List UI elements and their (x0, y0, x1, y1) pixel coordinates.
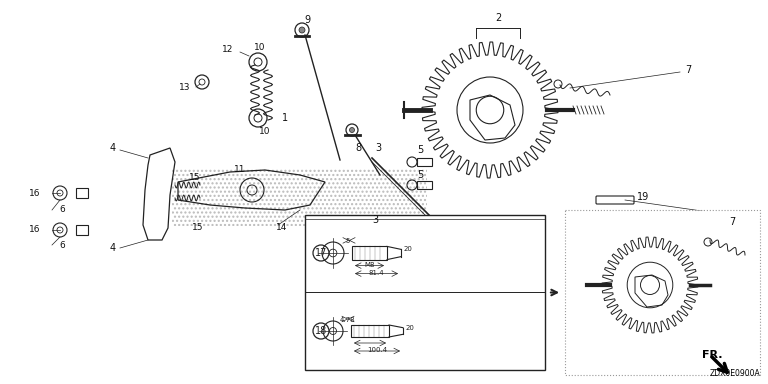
Text: 13: 13 (179, 83, 190, 93)
Text: 2: 2 (495, 13, 502, 23)
Text: 11: 11 (234, 166, 246, 174)
Text: 14: 14 (276, 223, 288, 232)
Text: ZDX0E0900A: ZDX0E0900A (710, 369, 760, 378)
Text: 3: 3 (375, 143, 381, 153)
Text: 1: 1 (282, 113, 288, 123)
Text: 5: 5 (417, 145, 423, 155)
Text: FR.: FR. (702, 350, 723, 360)
Text: 15: 15 (192, 223, 204, 232)
Text: 8: 8 (355, 143, 361, 153)
Circle shape (349, 127, 355, 132)
Bar (417, 181, 432, 189)
Text: 17: 17 (315, 248, 327, 258)
Text: 19: 19 (637, 192, 649, 202)
Text: 81.4: 81.4 (369, 270, 384, 276)
Text: 6: 6 (59, 240, 65, 250)
Text: 4: 4 (110, 243, 116, 253)
Text: 6: 6 (59, 205, 65, 215)
Text: 3: 3 (372, 215, 378, 225)
Bar (305, 215, 545, 370)
Bar (565, 210, 760, 375)
Bar (417, 158, 432, 166)
Text: 16: 16 (29, 225, 41, 235)
Text: 4.78: 4.78 (339, 317, 355, 323)
Text: 5: 5 (346, 238, 350, 244)
Text: 7: 7 (729, 217, 735, 227)
Text: 15: 15 (189, 174, 200, 182)
Text: 16: 16 (29, 189, 41, 197)
Text: 4: 4 (110, 143, 116, 153)
Text: 10: 10 (254, 43, 266, 53)
Bar (76, 225, 88, 235)
Text: M8: M8 (364, 262, 375, 268)
Text: 10: 10 (260, 127, 271, 136)
Circle shape (299, 27, 305, 33)
Text: 5: 5 (417, 170, 423, 180)
Text: 12: 12 (222, 45, 233, 55)
Bar (351, 325, 389, 337)
Text: 20: 20 (406, 325, 415, 331)
Text: 7: 7 (685, 65, 691, 75)
Text: 9: 9 (304, 15, 310, 25)
Text: 100.4: 100.4 (367, 347, 387, 353)
Bar (352, 247, 387, 260)
Text: 20: 20 (404, 247, 413, 252)
Bar (76, 188, 88, 198)
Text: 18: 18 (315, 326, 327, 336)
